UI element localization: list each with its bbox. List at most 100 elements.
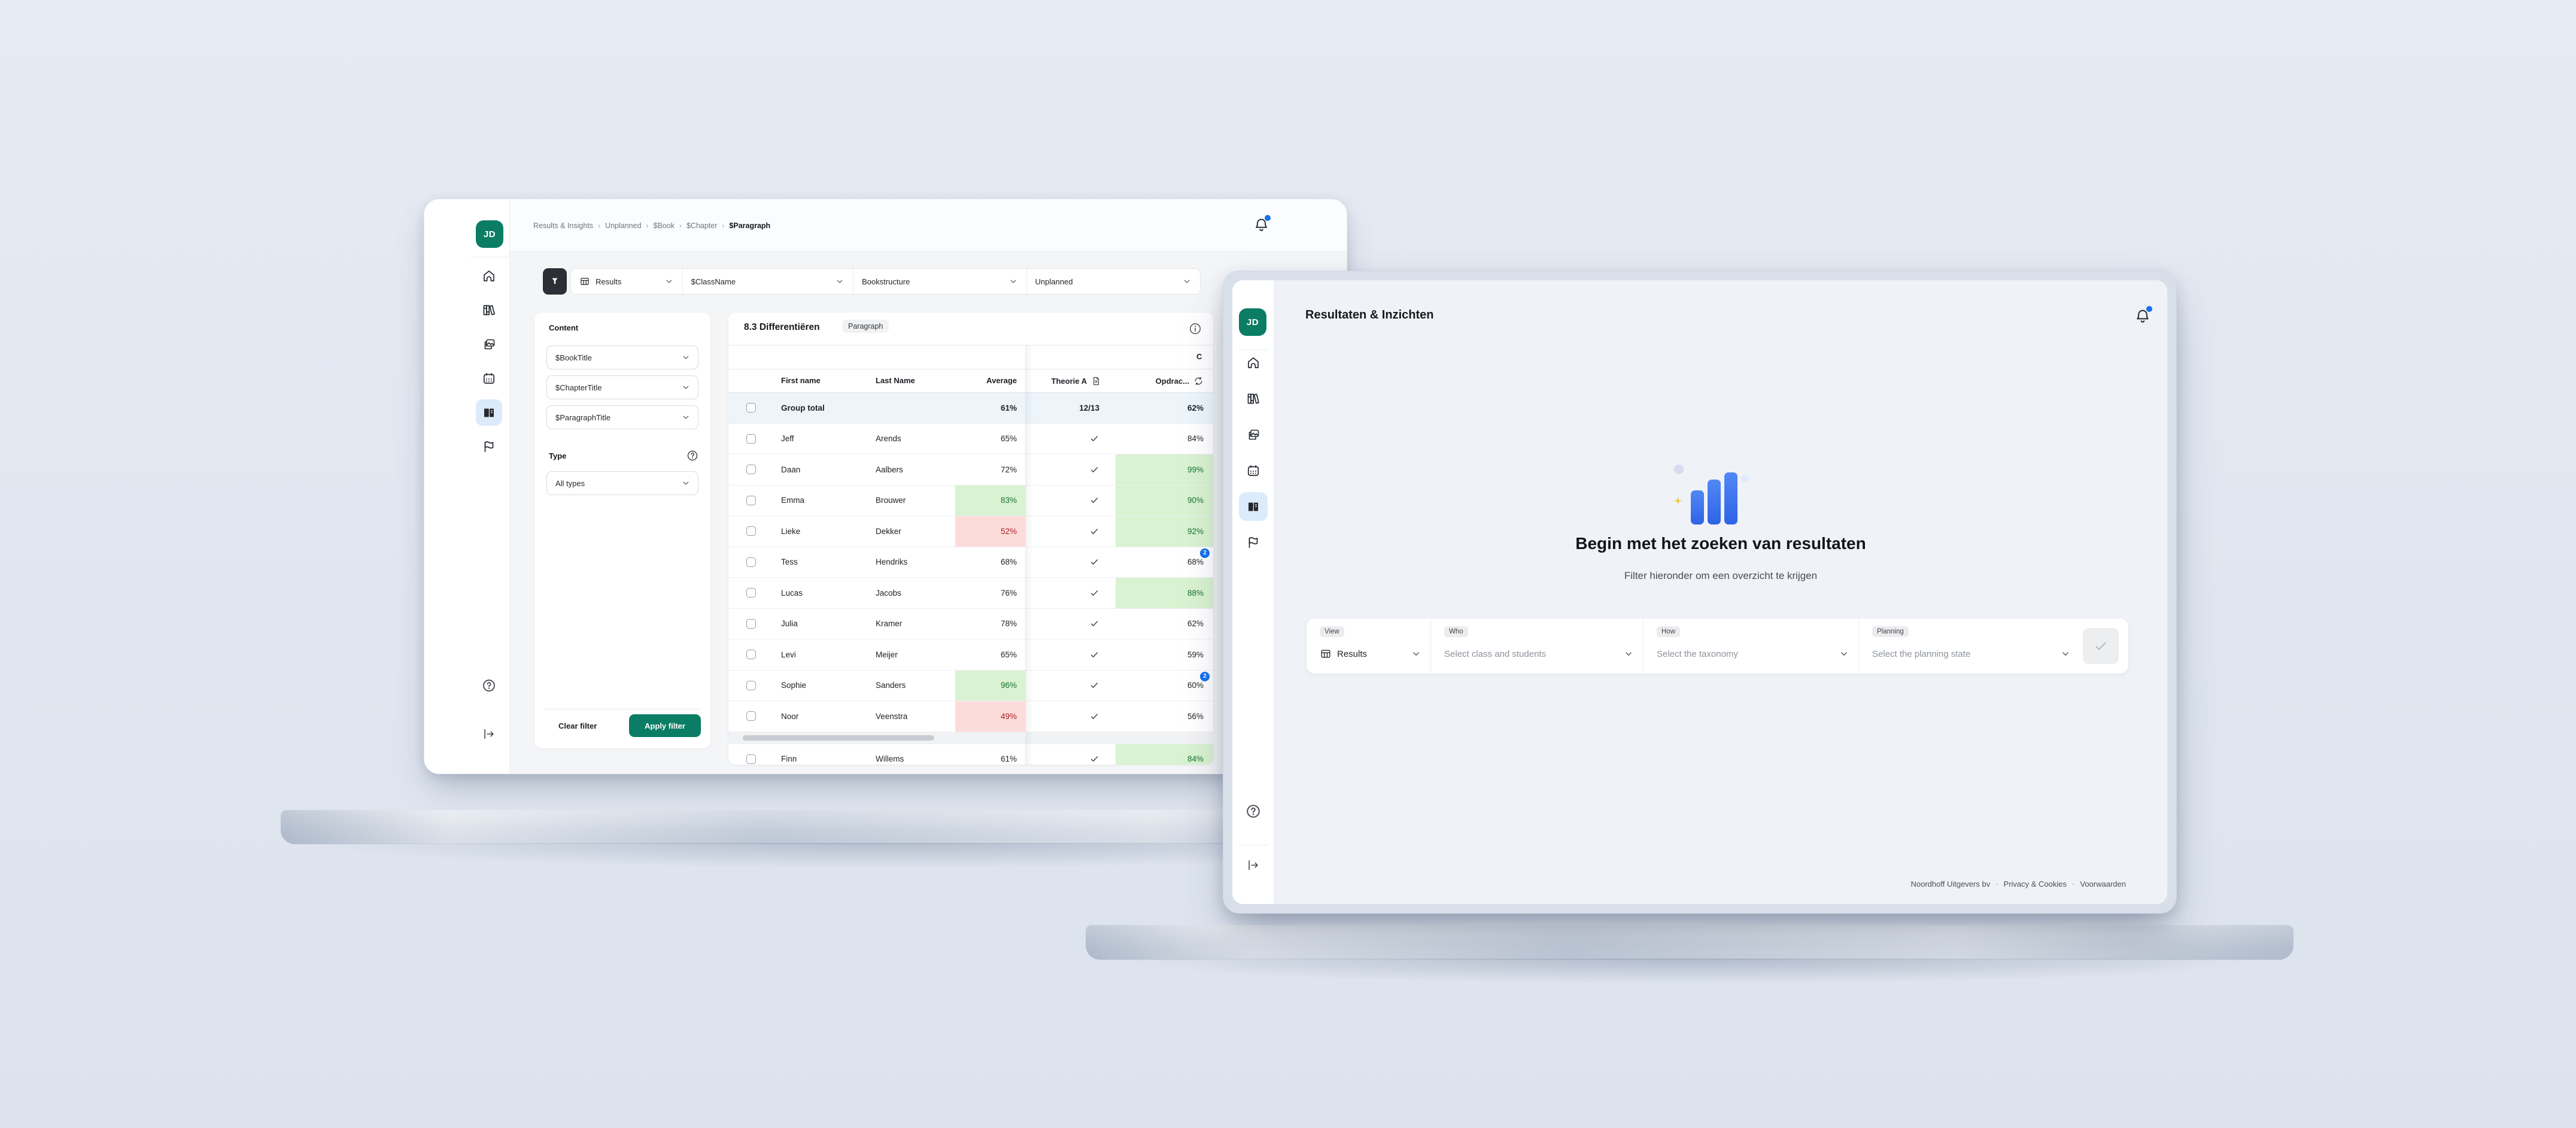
type-select[interactable]: All types	[546, 471, 698, 495]
last-name-cell: Aalbers	[876, 465, 903, 474]
library-icon[interactable]	[482, 303, 496, 317]
results-book-icon[interactable]	[1246, 499, 1260, 514]
row-checkbox[interactable]	[746, 465, 756, 474]
flag-icon[interactable]	[482, 439, 496, 454]
horizontal-scrollbar[interactable]	[728, 732, 1213, 744]
table-row[interactable]: Finn Willems 61% 84%	[728, 744, 1213, 765]
row-checkbox[interactable]	[746, 557, 756, 567]
table-row[interactable]: Lieke Dekker 52% 92%	[728, 516, 1213, 547]
toolbar-filter-bookstructure[interactable]: Bookstructure	[853, 269, 1027, 294]
media-icon[interactable]	[1246, 427, 1260, 442]
footer-link[interactable]: Privacy & Cookies	[2003, 880, 2067, 889]
filter-section-planning[interactable]: Planning Select the planning state	[1859, 618, 2080, 674]
library-icon[interactable]	[1246, 392, 1260, 406]
info-icon[interactable]	[1189, 322, 1202, 335]
apply-filter-button[interactable]: Apply filter	[629, 714, 701, 737]
confirm-filters-button[interactable]	[2083, 628, 2119, 664]
toolbar-filter-results[interactable]: Results	[571, 269, 683, 294]
breadcrumb-link[interactable]: $Chapter	[686, 221, 718, 230]
home-icon[interactable]	[482, 269, 496, 283]
table-row[interactable]: Jeff Arends 65% 84%	[728, 423, 1213, 454]
help-icon[interactable]	[482, 678, 496, 693]
col-last-name: Last Name	[876, 376, 915, 385]
row-checkbox[interactable]	[746, 680, 756, 690]
row-checkbox[interactable]	[746, 588, 756, 598]
table-row[interactable]: Noor Veenstra 49% 56%	[728, 701, 1213, 732]
breadcrumb-link[interactable]: $Book	[653, 221, 675, 230]
calendar-icon[interactable]	[1246, 463, 1260, 478]
table-row[interactable]: Daan Aalbers 72% 99%	[728, 454, 1213, 486]
row-checkbox[interactable]	[746, 495, 756, 505]
expand-sidebar-icon[interactable]	[482, 727, 496, 741]
type-label: Type	[549, 451, 567, 460]
opdracht-cell-fill	[1116, 516, 1213, 547]
type-help-icon[interactable]	[686, 450, 698, 462]
content-select-2[interactable]: $ChapterTitle	[546, 375, 698, 399]
active-nav-highlight	[476, 399, 502, 426]
chevron-down-icon	[1411, 648, 1421, 659]
help-icon[interactable]	[1246, 803, 1261, 819]
media-icon[interactable]	[482, 337, 496, 351]
section-placeholder: Select the taxonomy	[1657, 648, 1738, 659]
toolbar-filter-classname[interactable]: $ClassName	[683, 269, 854, 294]
segment-label: Bookstructure	[862, 277, 910, 286]
toolbar-filter-unplanned[interactable]: Unplanned	[1027, 269, 1200, 294]
opdracht-cell: 88%	[1187, 588, 1204, 598]
type-select-value: All types	[555, 478, 585, 488]
content-select-3[interactable]: $ParagraphTitle	[546, 405, 698, 429]
content-select-1[interactable]: $BookTitle	[546, 345, 698, 369]
notifications-bell-icon[interactable]	[2134, 306, 2152, 326]
first-name-cell: Finn	[781, 754, 797, 764]
avatar[interactable]: JD	[1239, 308, 1266, 336]
filter-funnel-button[interactable]	[543, 268, 567, 295]
table-row[interactable]: Julia Kramer 78% 62%	[728, 608, 1213, 639]
row-checkbox[interactable]	[746, 526, 756, 536]
attempts-badge: 2	[1200, 548, 1210, 558]
notifications-bell-icon[interactable]	[1253, 215, 1271, 234]
table-row[interactable]: Group total 61% 12/13 62%	[728, 393, 1213, 424]
row-checkbox[interactable]	[746, 618, 756, 629]
table-row[interactable]: Levi Meijer 65% 59%	[728, 639, 1213, 671]
results-table-card: 8.3 Differentiëren Paragraph C First nam…	[728, 313, 1213, 765]
row-checkbox[interactable]	[746, 754, 756, 764]
table-row[interactable]: Tess Hendriks 68% 68% 2	[728, 547, 1213, 578]
first-name-cell: Group total	[781, 403, 825, 413]
scrollbar-thumb[interactable]	[743, 735, 934, 741]
front-laptop-screen: JD Resultaten & Inzichten	[1232, 280, 2167, 904]
row-checkbox[interactable]	[746, 711, 756, 721]
filter-section-who[interactable]: Who Select class and students	[1431, 618, 1644, 674]
home-icon[interactable]	[1246, 356, 1260, 370]
average-cell: 65%	[1000, 650, 1017, 659]
row-checkbox[interactable]	[746, 403, 756, 413]
chevron-down-icon	[1182, 277, 1192, 286]
frozen-column-divider	[1025, 345, 1026, 765]
average-cell: 83%	[1000, 496, 1017, 505]
table-row[interactable]: Sophie Sanders 96% 60% 2	[728, 670, 1213, 701]
flag-icon[interactable]	[1246, 535, 1260, 550]
last-name-cell: Willems	[876, 754, 904, 764]
opdracht-cell: 62%	[1187, 619, 1204, 629]
filter-section-how[interactable]: How Select the taxonomy	[1644, 618, 1859, 674]
clear-filter-button[interactable]: Clear filter	[558, 721, 597, 730]
calendar-icon[interactable]	[482, 371, 496, 386]
table-row[interactable]: Emma Brouwer 83% 90%	[728, 485, 1213, 516]
theorie-check-icon	[1089, 744, 1099, 765]
breadcrumb-link[interactable]: Results & Insights	[533, 221, 594, 230]
filter-section-view[interactable]: View Results	[1307, 618, 1431, 674]
row-checkbox[interactable]	[746, 433, 756, 444]
last-name-cell: Hendriks	[876, 557, 908, 567]
table-row[interactable]: Lucas Jacobs 76% 88%	[728, 578, 1213, 609]
average-cell: 68%	[1000, 557, 1017, 567]
decor-dot	[1674, 465, 1684, 474]
chevron-down-icon	[1839, 648, 1849, 659]
row-checkbox[interactable]	[746, 650, 756, 659]
theorie-cell: 12/13	[1079, 403, 1099, 413]
average-cell-fill	[955, 670, 1025, 701]
page-title: Resultaten & Inzichten	[1305, 308, 1434, 322]
average-cell: 72%	[1000, 465, 1017, 474]
footer-link[interactable]: Voorwaarden	[2080, 880, 2126, 889]
breadcrumb-link[interactable]: Unplanned	[605, 221, 642, 230]
expand-sidebar-icon[interactable]	[1247, 859, 1260, 872]
results-book-icon[interactable]	[482, 405, 496, 420]
avatar[interactable]: JD	[476, 220, 503, 248]
